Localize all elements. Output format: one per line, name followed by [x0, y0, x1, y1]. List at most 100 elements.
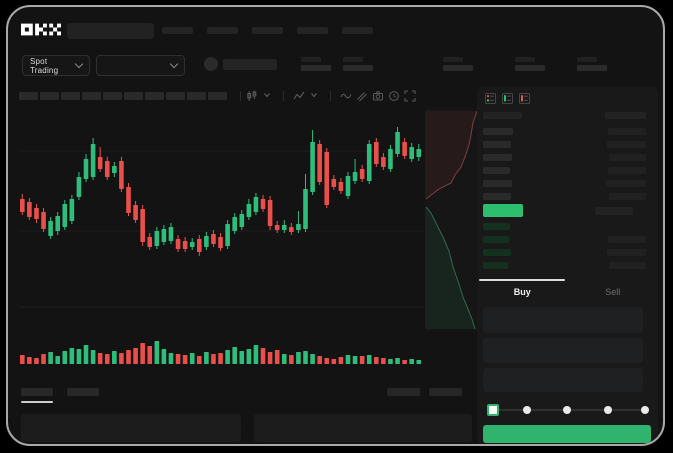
stat-value: [577, 65, 607, 71]
last-price-badge[interactable]: [483, 204, 523, 217]
chevron-down-icon[interactable]: [262, 90, 274, 102]
clock-icon[interactable]: [388, 90, 400, 102]
app-window: Spot Trading: [6, 5, 665, 446]
timeframe-button-1[interactable]: [19, 92, 38, 100]
timeframe-button-7[interactable]: [145, 92, 164, 100]
tab-orders[interactable]: [21, 388, 53, 396]
candles-style-icon[interactable]: [246, 90, 258, 102]
bottom-action-2[interactable]: [429, 388, 462, 396]
timeframe-button-8[interactable]: [166, 92, 185, 100]
stat-value: [343, 65, 373, 71]
stat-label: [301, 57, 321, 62]
nav-item-4[interactable]: [297, 27, 328, 34]
ask-row-6[interactable]: [483, 190, 646, 203]
candlestick-chart[interactable]: [19, 109, 424, 334]
tab-sell[interactable]: Sell: [605, 287, 621, 297]
depth-chart: [425, 109, 478, 331]
book-bids-icon[interactable]: [502, 91, 513, 109]
history-table-panel: [254, 414, 472, 442]
compare-icon[interactable]: [356, 90, 368, 102]
stat-label: [515, 57, 535, 62]
timeframe-button-9[interactable]: [187, 92, 206, 100]
ask-rows: [483, 125, 646, 203]
bid-row-1[interactable]: [483, 220, 646, 233]
ask-row-3[interactable]: [483, 151, 646, 164]
ticker-stat-3: [443, 57, 473, 71]
bottom-action-1[interactable]: [387, 388, 420, 396]
bid-amount: [608, 236, 646, 243]
timeframe-button-3[interactable]: [61, 92, 80, 100]
bid-price: [483, 236, 509, 243]
ask-price: [483, 141, 511, 148]
ask-row-2[interactable]: [483, 138, 646, 151]
main-nav-items: [162, 27, 373, 34]
tab-history[interactable]: [67, 388, 99, 396]
ask-amount: [606, 180, 646, 187]
okx-logo-icon[interactable]: [21, 23, 61, 41]
ticker-stat-2: [343, 57, 373, 71]
stat-value: [515, 65, 545, 71]
bid-row-4[interactable]: [483, 259, 646, 272]
wave-line-icon[interactable]: [340, 90, 352, 102]
pair-avatar[interactable]: [204, 57, 218, 71]
slider-stop-4[interactable]: [604, 406, 612, 414]
active-tab-underline: [21, 401, 53, 403]
ask-price: [483, 193, 511, 200]
camera-icon[interactable]: [372, 90, 384, 102]
ticker-stats: [301, 57, 607, 71]
bid-price: [483, 249, 511, 256]
tab-buy[interactable]: Buy: [513, 287, 531, 297]
ask-row-1[interactable]: [483, 125, 646, 138]
last-price-amount: [595, 207, 633, 215]
ask-amount: [608, 167, 646, 174]
amount-slider[interactable]: [485, 403, 651, 417]
bid-amount: [609, 262, 646, 269]
top-navigation-bar: [8, 7, 663, 49]
ask-price: [483, 180, 512, 187]
nav-item-3[interactable]: [252, 27, 283, 34]
nav-item-1[interactable]: [162, 27, 193, 34]
bid-price: [483, 262, 508, 269]
slider-stop-2[interactable]: [523, 406, 531, 414]
order-field-3[interactable]: [483, 368, 643, 392]
slider-stop-3[interactable]: [563, 406, 571, 414]
indicator-icon[interactable]: [293, 90, 305, 102]
stat-value: [443, 65, 473, 71]
ticker-stat-1: [301, 57, 331, 71]
search-input[interactable]: [67, 23, 154, 39]
trading-pair-dropdown[interactable]: [96, 55, 185, 76]
pair-name-placeholder: [223, 59, 277, 70]
chart-toolbar: [19, 90, 416, 102]
nav-item-5[interactable]: [342, 27, 373, 34]
market-type-dropdown[interactable]: Spot Trading: [22, 55, 90, 76]
orderbook-header: [483, 112, 646, 119]
bid-row-2[interactable]: [483, 233, 646, 246]
bottom-tabs: [21, 388, 99, 396]
slider-stop-1[interactable]: [487, 404, 499, 416]
ask-row-5[interactable]: [483, 177, 646, 190]
timeframe-button-10[interactable]: [208, 92, 227, 100]
fullscreen-icon[interactable]: [404, 90, 416, 102]
orders-table-panel: [21, 414, 241, 442]
bid-row-3[interactable]: [483, 246, 646, 259]
book-asks-icon[interactable]: [519, 91, 530, 109]
slider-stop-5[interactable]: [641, 406, 649, 414]
divider: [330, 91, 331, 101]
bid-rows: [483, 220, 646, 272]
timeframe-button-2[interactable]: [40, 92, 59, 100]
chevron-down-icon[interactable]: [309, 90, 321, 102]
bid-amount: [607, 249, 646, 256]
timeframe-button-6[interactable]: [124, 92, 143, 100]
price-column-header: [483, 112, 522, 119]
timeframe-button-4[interactable]: [82, 92, 101, 100]
ask-row-4[interactable]: [483, 164, 646, 177]
nav-item-2[interactable]: [207, 27, 238, 34]
chevron-down-icon: [169, 59, 179, 69]
order-field-2[interactable]: [483, 338, 643, 363]
buy-tab-indicator: [479, 279, 565, 281]
book-both-icon[interactable]: [485, 91, 496, 109]
stat-label: [577, 57, 597, 62]
buy-submit-button[interactable]: [483, 425, 651, 443]
timeframe-button-5[interactable]: [103, 92, 122, 100]
order-field-1[interactable]: [483, 307, 643, 333]
